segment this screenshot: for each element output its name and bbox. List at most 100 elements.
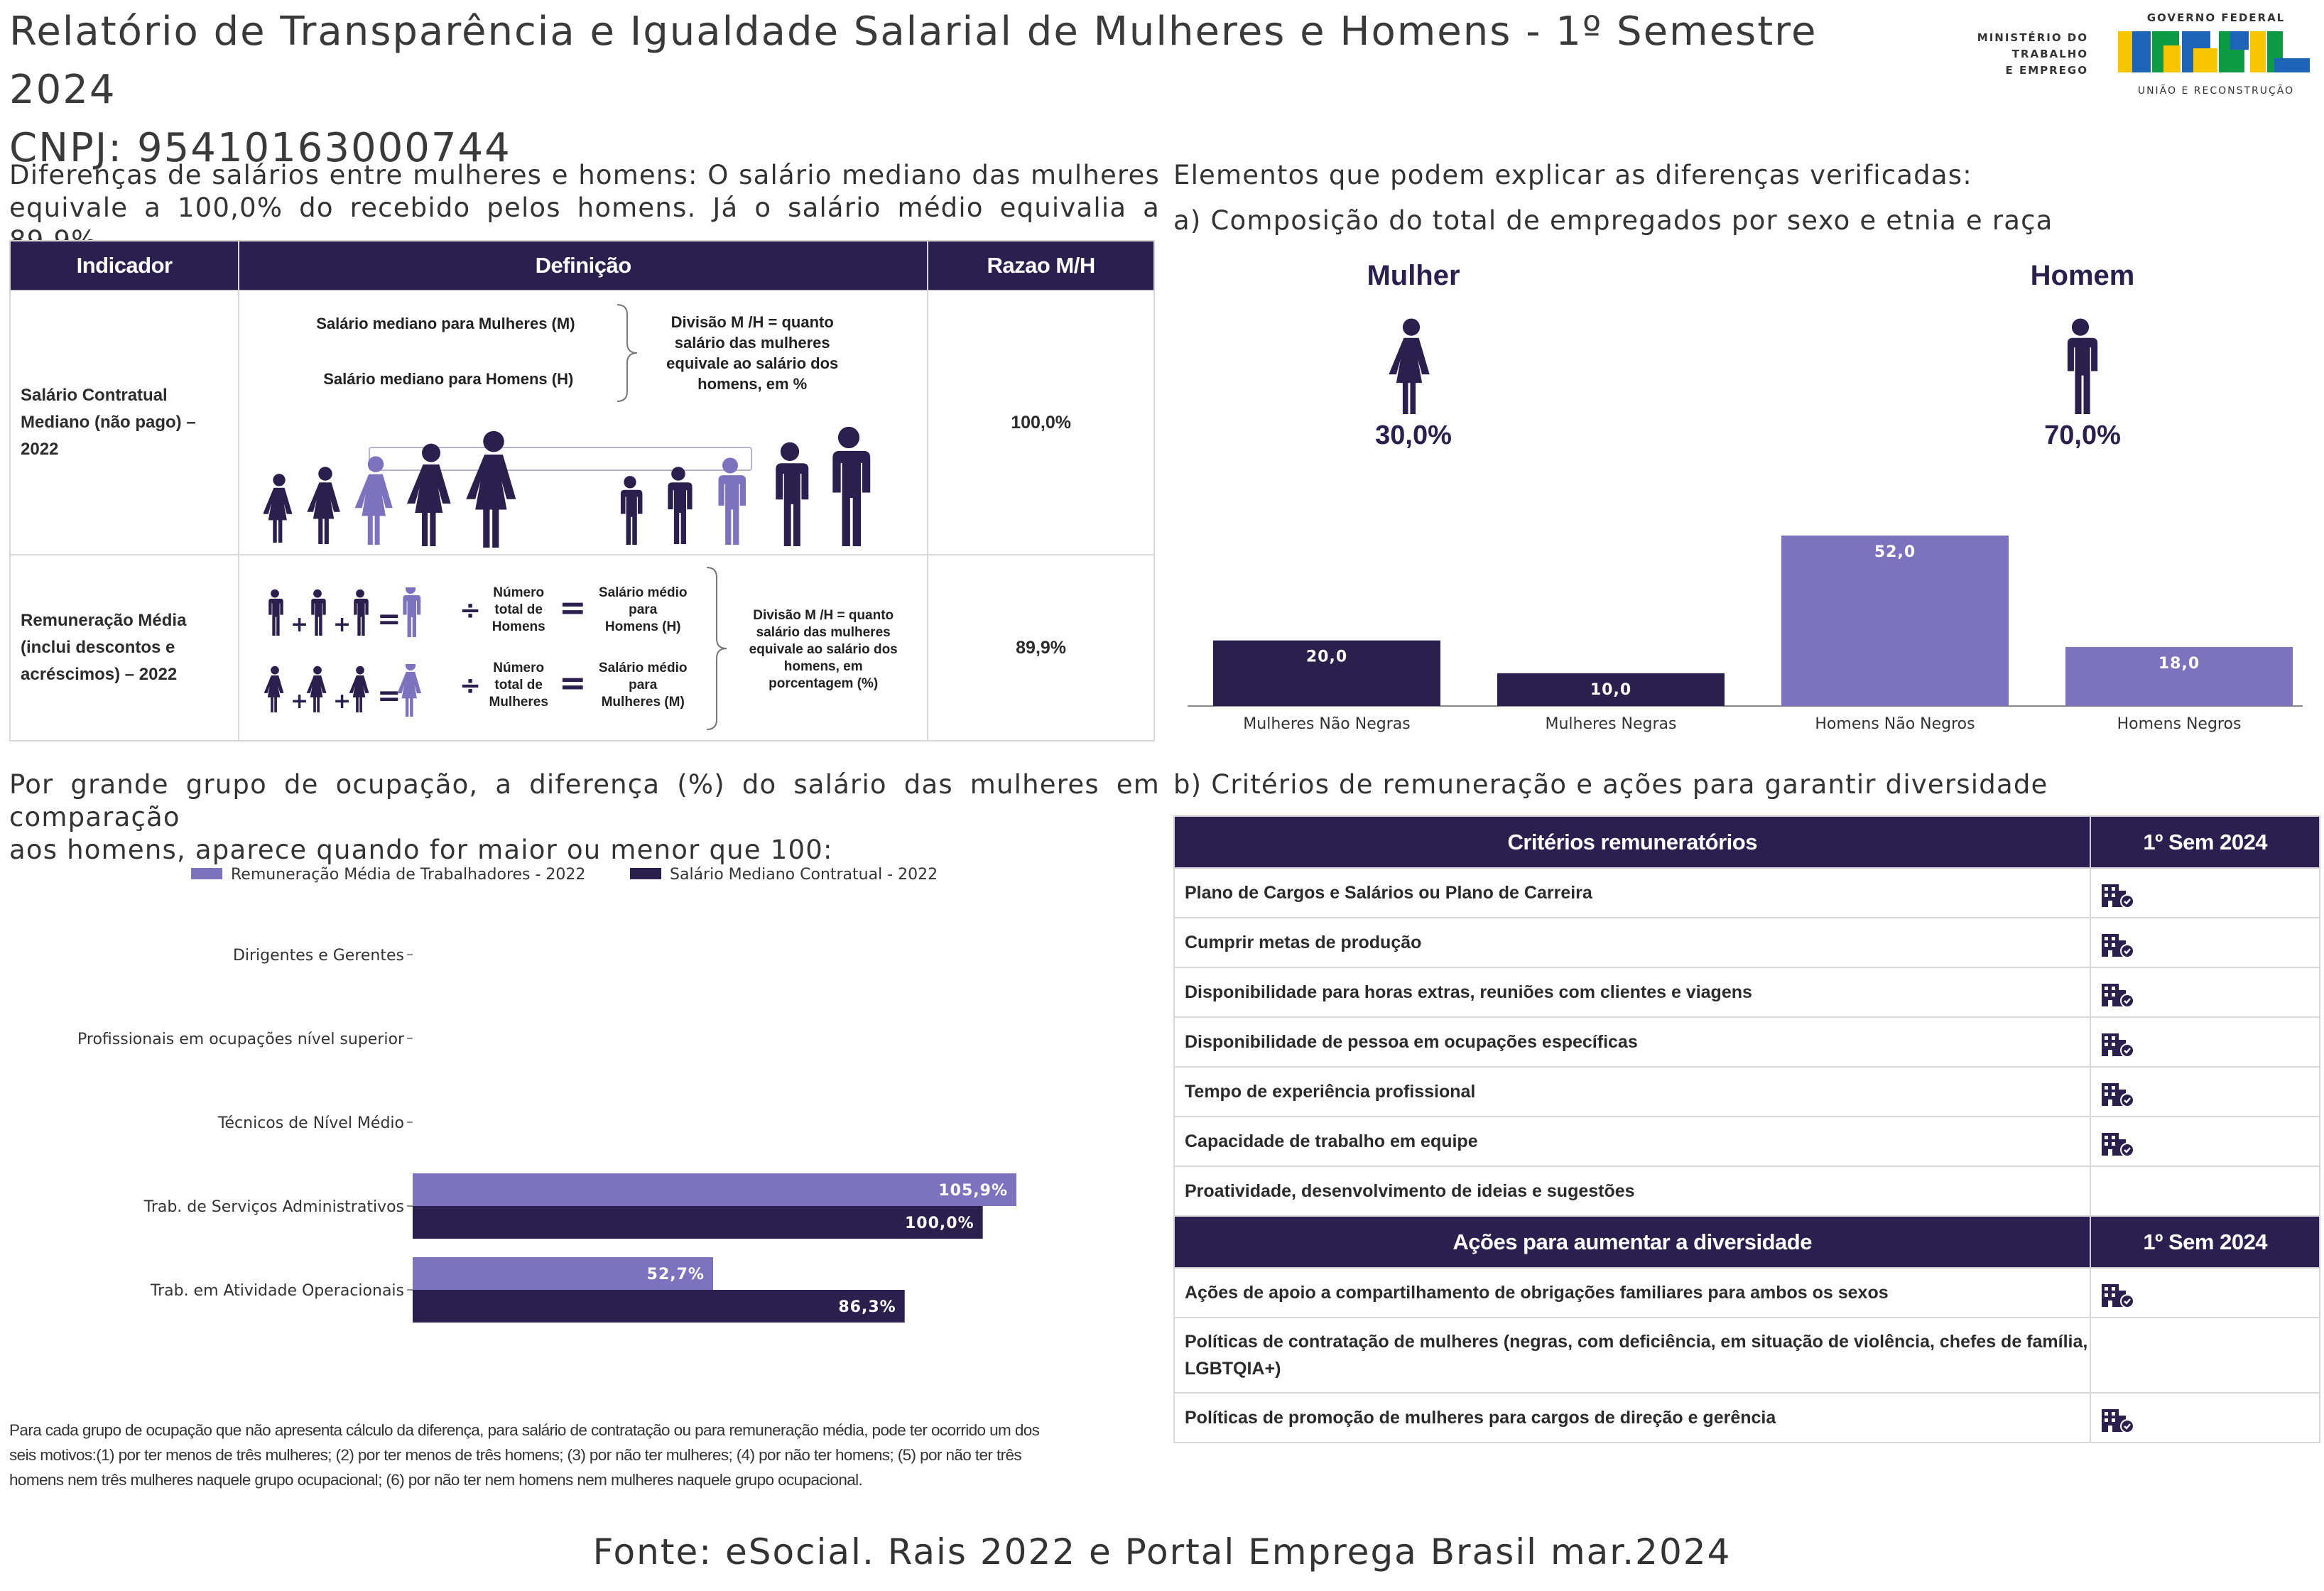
building-check-icon: [2101, 883, 2135, 908]
category-label: Mulheres Não Negras: [1243, 715, 1410, 733]
legend-swatch: [191, 868, 222, 879]
category-label: Homens Não Negros: [1815, 715, 1975, 733]
criteria-status: [2090, 1267, 2320, 1318]
svg-text:=: =: [377, 603, 401, 636]
building-check-icon: [2101, 933, 2135, 958]
bar-value-label: 52,0: [1874, 543, 1916, 561]
brace-icon: [617, 304, 638, 402]
occupation-intro-line2: aos homens, aparece quando for maior ou …: [9, 835, 833, 865]
criteria-status: [2090, 1016, 2320, 1068]
criteria-row: Ações de apoio a compartilhamento de obr…: [1173, 1267, 2320, 1318]
criteria-row: Tempo de experiência profissional: [1173, 1066, 2320, 1117]
criteria-status: [2090, 967, 2320, 1018]
occupation-label: Profissionais em ocupações nível superio…: [77, 1031, 405, 1048]
occupation-bar-label: 86,3%: [838, 1298, 896, 1316]
actions-header: Ações para aumentar a diversidade: [1173, 1215, 2092, 1269]
svg-text:+: +: [290, 612, 308, 637]
composition-woman-label: Mulher: [1367, 260, 1460, 291]
woman-icon: [307, 467, 340, 544]
building-check-icon: [2101, 1283, 2135, 1308]
criteria-label: Tempo de experiência profissional: [1173, 1066, 2092, 1117]
actions-period-header: 1º Sem 2024: [2090, 1215, 2320, 1269]
occupation-bar: [413, 1290, 905, 1323]
legend-entry: Salário Mediano Contratual - 2022: [670, 866, 938, 884]
equals-icon: =: [559, 664, 586, 700]
man-icon: [668, 467, 693, 544]
right-intro-line2: a) Composição do total de empregados por…: [1173, 205, 2053, 236]
criteria-label: Políticas de contratação de mulheres (ne…: [1173, 1317, 2092, 1394]
avg-women: Salário médio para Mulheres (M): [598, 661, 688, 710]
man-icon: [776, 442, 809, 546]
composition-chart: 20,0 Mulheres Não Negras 10,0 Mulheres Negr…: [1188, 536, 2303, 733]
criteria-status: [2090, 917, 2320, 968]
equals-icon: =: [559, 589, 586, 624]
svg-text:÷: ÷: [460, 596, 481, 624]
criteria-status: [2090, 1116, 2320, 1167]
criteria-row: Disponibilidade de pessoa em ocupações e…: [1173, 1016, 2320, 1068]
criteria-label: Ações de apoio a compartilhamento de obr…: [1173, 1267, 2092, 1318]
bar-value-label: 18,0: [2159, 655, 2200, 673]
bar: [1781, 536, 2009, 706]
criteria-label: Plano de Cargos e Salários ou Plano de C…: [1173, 867, 2092, 918]
def-men: Salário mediano para Homens (H): [323, 370, 574, 388]
criteria-row: Capacidade de trabalho em equipe: [1173, 1116, 2320, 1167]
bar: [1213, 640, 1440, 706]
occupation-bar: [413, 1257, 713, 1290]
criteria-label: Proatividade, desenvolvimento de ideias …: [1173, 1166, 2092, 1217]
def-women: Salário mediano para Mulheres (M): [316, 315, 575, 332]
woman-icon: [466, 430, 516, 548]
criteria-status: [2090, 1166, 2320, 1217]
criteria-intro: b) Critérios de remuneração e ações para…: [1173, 769, 2048, 800]
svg-text:=: =: [559, 589, 586, 624]
bar: [2065, 646, 2293, 706]
criteria-table: Critérios remuneratórios 1º Sem 2024 Plano…: [1173, 815, 2320, 1443]
ratio-mediano: 100,0%: [927, 290, 1155, 555]
woman-icon: [407, 443, 451, 546]
source-footer: Fonte: eSocial. Rais 2022 e Portal Empre…: [592, 1531, 1732, 1573]
left-intro-line1: Diferenças de salários entre mulheres e …: [9, 160, 1160, 190]
total-men: Número total de Homens: [492, 585, 545, 634]
occupation-label: Trab. de Serviços Administrativos: [143, 1198, 404, 1216]
occupation-label: Dirigentes e Gerentes: [233, 947, 404, 965]
occupation-chart: Remuneração Média de Trabalhadores - 202…: [77, 866, 1016, 1323]
criteria-status: [2090, 1066, 2320, 1117]
footnote: Para cada grupo de ocupação que não apre…: [9, 1421, 1040, 1489]
category-label: Homens Negros: [2117, 715, 2242, 733]
woman-icon: [264, 474, 293, 543]
men-sum-icon: + + =: [268, 587, 421, 637]
legend-entry: Remuneração Média de Trabalhadores - 202…: [231, 866, 585, 884]
ratio-media: 89,9%: [927, 554, 1155, 742]
composition-man-pct: 70,0%: [2044, 420, 2121, 450]
col-razao: Razao M/H: [927, 240, 1155, 291]
divide-icon: ÷: [460, 596, 481, 624]
man-icon: [718, 457, 746, 545]
definition-mediano: Salário mediano para Mulheres (M) Salári…: [238, 290, 929, 555]
report-title: Relatório de Transparência e Igualdade S…: [9, 9, 1818, 113]
col-indicador: Indicador: [9, 240, 240, 291]
indicator-remuneracao-media: Remuneração Média (inclui descontos e ac…: [9, 554, 240, 742]
man-icon: [621, 476, 643, 545]
man-icon: [832, 426, 871, 546]
svg-text:+: +: [333, 689, 351, 714]
category-label: Mulheres Negras: [1545, 715, 1676, 733]
svg-text:+: +: [290, 689, 308, 714]
criteria-row: Proatividade, desenvolvimento de ideias …: [1173, 1166, 2320, 1217]
definition-media: + + = ÷ Número total de Homens = Salário…: [238, 554, 929, 742]
criteria-label: Disponibilidade de pessoa em ocupações e…: [1173, 1016, 2092, 1068]
criteria-row: Disponibilidade para horas extras, reuni…: [1173, 967, 2320, 1018]
division-media: Divisão M /H = quanto salário das mulher…: [749, 608, 898, 691]
svg-text:+: +: [333, 612, 351, 637]
def-division: Divisão M /H = quanto salário das mulher…: [666, 313, 839, 393]
building-check-icon: [2101, 1408, 2135, 1433]
right-intro-line1: Elementos que podem explicar as diferenç…: [1173, 160, 1972, 190]
composition-woman-pct: 30,0%: [1375, 420, 1452, 450]
ministry-logo: MINISTÉRIO DO TRABALHO E EMPREGO: [1977, 31, 2088, 77]
criteria-row: Plano de Cargos e Salários ou Plano de C…: [1173, 867, 2320, 918]
occupation-label: Técnicos de Nível Médio: [217, 1114, 404, 1132]
brace-icon: [707, 567, 727, 730]
building-check-icon: [2101, 1082, 2135, 1107]
bar-value-label: 20,0: [1306, 648, 1347, 666]
svg-text:=: =: [559, 664, 586, 700]
criteria-status: [2090, 1317, 2320, 1394]
criteria-status: [2090, 867, 2320, 918]
